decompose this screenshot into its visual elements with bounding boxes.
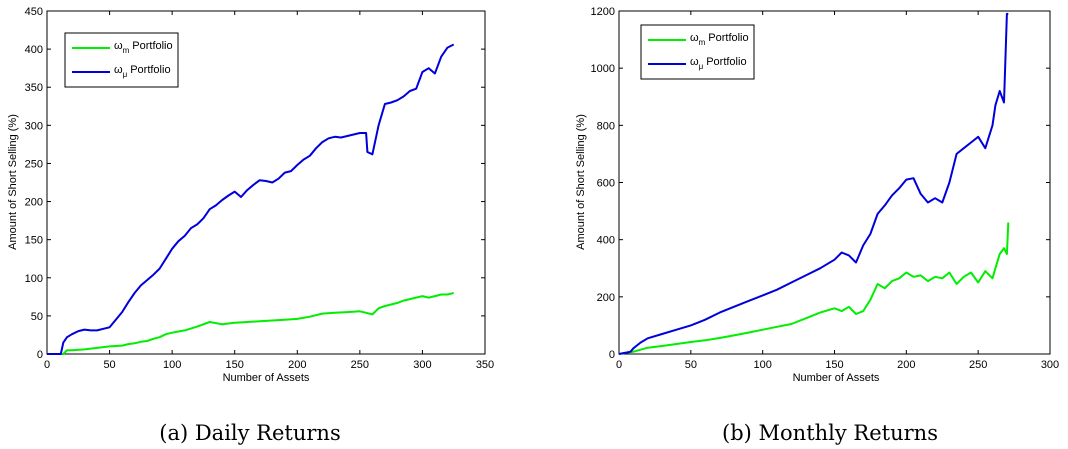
- y-tick-label: 300: [25, 120, 43, 132]
- y-tick-label: 400: [597, 235, 615, 247]
- y-tick-label: 350: [25, 82, 43, 94]
- y-axis-label-b: Amount of Short Selling (%): [575, 114, 587, 250]
- y-tick-label: 600: [597, 178, 615, 190]
- series-line-a-0: [47, 292, 454, 355]
- x-tick-label: 200: [897, 359, 915, 371]
- chart-a: 0 50 100 150 200 250 300 350 0 50 100 150 200 250 300 3…: [7, 6, 494, 445]
- y-tick-label: 200: [597, 292, 615, 304]
- x-tick-label: 150: [226, 359, 244, 371]
- y-tick-label: 100: [25, 273, 43, 285]
- legend-entry-a-wm: ωm Portfolio: [114, 40, 173, 55]
- x-tick-label: 100: [753, 359, 771, 371]
- x-axis-label-a: Number of Assets: [223, 372, 310, 384]
- x-tick-label: 350: [476, 359, 494, 371]
- y-tick-label: 0: [37, 349, 43, 361]
- series-layer-b: [618, 12, 1010, 355]
- y-tick-label: 1200: [591, 6, 615, 18]
- y-tick-label: 800: [597, 120, 615, 132]
- legend-entry-b-wmu: ωμ Portfolio: [690, 56, 747, 71]
- y-axis-label-a: Amount of Short Selling (%): [7, 114, 19, 250]
- y-tick-label: 200: [25, 197, 43, 209]
- x-tick-label: 200: [288, 359, 306, 371]
- legend-entry-b-wm: ωm Portfolio: [690, 32, 749, 47]
- caption-a: (a) Daily Returns: [159, 421, 340, 445]
- y-tick-label: 50: [31, 311, 43, 323]
- x-tick-label: 150: [825, 359, 843, 371]
- y-tick-label: 250: [25, 158, 43, 170]
- legend-box-b: [640, 24, 755, 80]
- y-tick-label: 450: [25, 6, 43, 18]
- y-tick-label: 1000: [591, 63, 615, 75]
- tick-layer-b: 0 50 100 150 200 250 300 0 200 400 600 800 1000 1200: [591, 6, 1060, 371]
- x-axis-label-b: Number of Assets: [793, 372, 880, 384]
- caption-b: (b) Monthly Returns: [722, 421, 938, 445]
- x-tick-label: 0: [44, 359, 50, 371]
- x-tick-label: 300: [1041, 359, 1059, 371]
- y-tick-label: 150: [25, 235, 43, 247]
- y-tick-label: 0: [609, 349, 615, 361]
- x-tick-label: 100: [163, 359, 181, 371]
- tick-layer-a: 0 50 100 150 200 250 300 350 0 50 100 150 200 250 300 3…: [25, 6, 495, 371]
- chart-b: 0 50 100 150 200 250 300020040060080010001200 …: [575, 6, 1059, 445]
- series-line-b-1: [618, 12, 1009, 355]
- legend-b: ωm Portfolio ωμ Portfolio: [640, 24, 755, 80]
- x-tick-label: 250: [969, 359, 987, 371]
- x-tick-label: 50: [685, 359, 697, 371]
- x-tick-label: 300: [413, 359, 431, 371]
- series-line-b-0: [618, 222, 1010, 355]
- x-tick-label: 50: [103, 359, 115, 371]
- x-tick-label: 0: [616, 359, 622, 371]
- series-layer-a: [47, 43, 455, 355]
- legend-box-a: [64, 32, 179, 88]
- legend-entry-a-wmu: ωμ Portfolio: [114, 64, 171, 79]
- series-line-a-1: [47, 43, 455, 355]
- y-tick-label: 400: [25, 44, 43, 56]
- legend-a: ωm Portfolio ωμ Portfolio: [64, 32, 179, 88]
- x-tick-label: 250: [351, 359, 369, 371]
